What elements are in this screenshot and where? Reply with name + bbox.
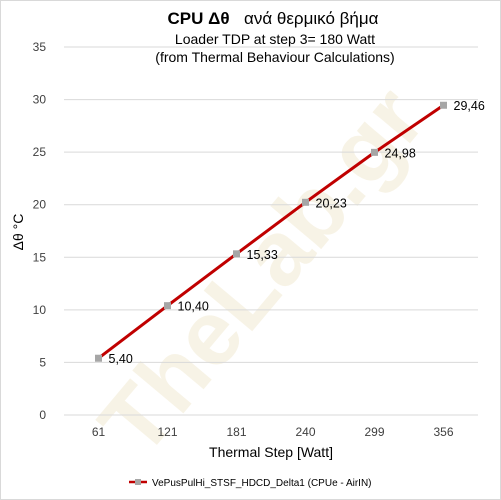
- chart-title-bold: CPU Δθ: [168, 9, 230, 28]
- x-tick-label: 181: [226, 425, 246, 439]
- data-label: 15,33: [247, 248, 278, 262]
- data-point: [371, 148, 378, 156]
- legend-label: VePusPulHi_STSF_HDCD_Delta1 (CPUe - AirI…: [152, 478, 372, 489]
- data-point: [164, 302, 171, 310]
- chart-title-rest: ανά θερμικό βήμα: [244, 9, 379, 28]
- y-tick-label: 0: [39, 408, 46, 422]
- series-layer: [95, 101, 447, 362]
- x-axis-title: Thermal Step [Watt]: [209, 444, 333, 460]
- data-label: 24,98: [385, 146, 416, 160]
- series-line: [97, 103, 445, 360]
- data-label: 20,23: [316, 196, 347, 210]
- gridlines: [64, 46, 478, 416]
- data-label: 10,40: [178, 300, 209, 314]
- legend-marker-swatch: [135, 479, 141, 485]
- y-tick-label: 10: [33, 303, 47, 317]
- data-point: [233, 250, 240, 258]
- x-tick-label: 121: [157, 425, 177, 439]
- legend: VePusPulHi_STSF_HDCD_Delta1 (CPUe - AirI…: [129, 478, 372, 489]
- data-labels: 5,40 10,40 15,33 20,23 24,98 29,46: [109, 99, 485, 366]
- chart-title: CPU Δθ ανά θερμικό βήμα: [168, 9, 379, 28]
- y-axis-title: Δθ °C: [10, 214, 26, 251]
- x-tick-label: 356: [433, 425, 453, 439]
- y-tick-label: 35: [33, 40, 47, 54]
- y-tick-label: 5: [39, 355, 46, 369]
- y-tick-label: 15: [33, 250, 47, 264]
- chart-subtitle-line-1: Loader TDP at step 3= 180 Watt: [175, 31, 375, 47]
- x-tick-label: 299: [364, 425, 384, 439]
- x-tick-label: 240: [295, 425, 315, 439]
- y-axis-ticks: 0 5 10 15 20 25 30 35: [33, 40, 47, 422]
- y-tick-label: 25: [33, 145, 47, 159]
- data-point: [440, 101, 447, 109]
- x-tick-label: 61: [92, 425, 106, 439]
- data-point: [95, 354, 102, 362]
- y-tick-label: 20: [33, 198, 47, 212]
- data-point: [302, 198, 309, 206]
- data-label: 29,46: [454, 99, 485, 113]
- data-label: 5,40: [109, 352, 133, 366]
- chart-subtitle-line-2: (from Thermal Behaviour Calculations): [155, 49, 394, 65]
- watermark: TheLab.gr: [80, 68, 444, 474]
- x-axis-ticks: 61 121 181 240 299 356: [92, 425, 454, 439]
- y-tick-label: 30: [33, 93, 47, 107]
